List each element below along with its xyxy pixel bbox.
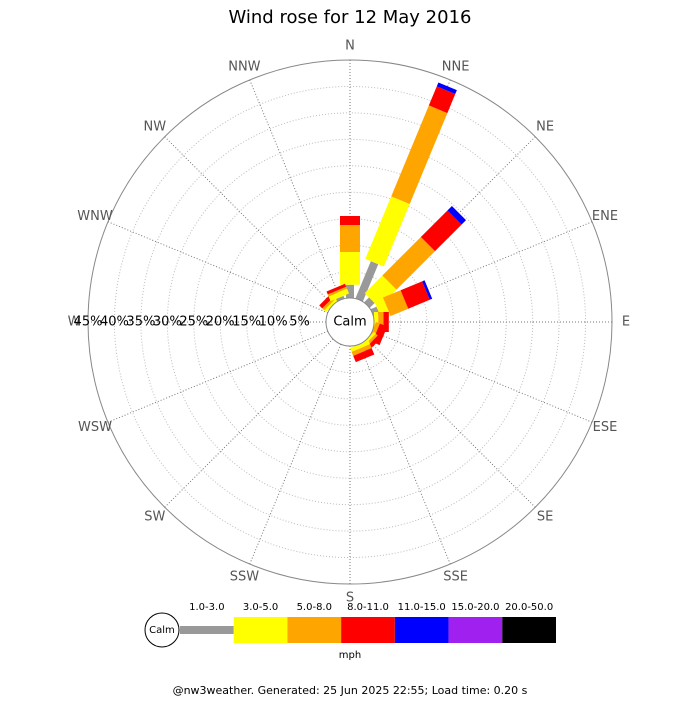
radial-line [371, 330, 593, 423]
wind-bar [428, 86, 456, 114]
grid-ring [166, 138, 534, 506]
direction-label: W [68, 315, 81, 330]
direction-label: NNE [442, 60, 470, 75]
direction-label: SSE [443, 569, 468, 584]
legend-label: 5.0-8.0 [297, 602, 332, 613]
legend-label: 8.0-11.0 [347, 602, 389, 613]
wind-bar [391, 105, 448, 204]
direction-label: SE [537, 510, 553, 525]
wind-bar [355, 261, 379, 302]
grid-ring [113, 85, 587, 559]
wind-bar [447, 205, 467, 225]
unit-label: mph [339, 650, 361, 661]
radial-line [366, 338, 536, 508]
wind-bar [326, 283, 347, 295]
legend-swatch [287, 617, 342, 643]
direction-label: NW [144, 119, 167, 134]
legend-calm [144, 612, 180, 648]
legend-label: 20.0-50.0 [505, 602, 553, 613]
direction-label: ENE [592, 209, 618, 224]
wind-bar [336, 295, 345, 302]
direction-label: NNW [228, 60, 260, 75]
wind-bar [340, 225, 360, 252]
chart-title: Wind rose for 12 May 2016 [229, 7, 472, 28]
radial-line [107, 330, 329, 423]
direction-label: N [345, 39, 355, 54]
radial-line [164, 136, 334, 306]
r-tick-label: 10% [259, 315, 288, 330]
radial-line [249, 79, 342, 301]
wind-bar [353, 348, 375, 363]
wind-bar [422, 280, 433, 300]
legend-label: 1.0-3.0 [189, 602, 224, 613]
legend-swatch [180, 626, 234, 634]
legend-swatch [394, 617, 449, 643]
radial-line [164, 338, 334, 508]
legend-swatch [448, 617, 503, 643]
radial-line [358, 343, 451, 565]
direction-label: WNW [77, 209, 113, 224]
wind-bar [420, 210, 462, 252]
calm-label: Calm [333, 315, 366, 330]
direction-label: SW [144, 510, 165, 525]
wind-bar [324, 296, 341, 313]
direction-label: SSW [230, 569, 260, 584]
r-tick-label: 5% [289, 315, 310, 330]
legend-label: 3.0-5.0 [243, 602, 278, 613]
direction-label: NE [536, 119, 554, 134]
wind-bar [349, 340, 371, 352]
footer: @nw3weather. Generated: 25 Jun 2025 22:5… [173, 684, 528, 697]
wind-bar [436, 82, 457, 95]
wind-bar [383, 290, 409, 316]
wind-bar [340, 251, 360, 285]
wind-bar [382, 236, 436, 290]
wind-bar [327, 286, 348, 297]
wind-bar [340, 216, 360, 226]
legend-swatch [502, 617, 556, 643]
wind-bar [346, 284, 354, 298]
r-tick-label: 45% [74, 315, 103, 330]
wind-bar [365, 196, 410, 267]
wind-bar [351, 344, 372, 356]
wind-bar [400, 281, 430, 309]
legend-label: 15.0-20.0 [451, 602, 499, 613]
direction-label: S [346, 591, 354, 606]
legend-swatch [233, 617, 288, 643]
legend-calm-label: Calm [149, 625, 175, 636]
r-tick-label: 20% [206, 315, 235, 330]
r-tick-label: 30% [153, 315, 182, 330]
legend-swatch [341, 617, 395, 643]
legend-label: 11.0-15.0 [398, 602, 446, 613]
radial-line [107, 221, 329, 314]
direction-label: ESE [593, 420, 618, 435]
wind-bar [364, 275, 397, 308]
calm-circle [325, 297, 375, 347]
direction-label: E [622, 315, 630, 330]
r-tick-label: 40% [100, 315, 129, 330]
r-tick-label: 15% [232, 315, 261, 330]
r-tick-label: 25% [179, 315, 208, 330]
wind-bar [364, 297, 375, 308]
grid-ring [140, 112, 560, 532]
wind-bar [328, 288, 350, 302]
radial-line [249, 343, 342, 565]
direction-label: WSW [78, 420, 112, 435]
r-tick-label: 35% [126, 315, 155, 330]
grid-ring [272, 244, 428, 400]
